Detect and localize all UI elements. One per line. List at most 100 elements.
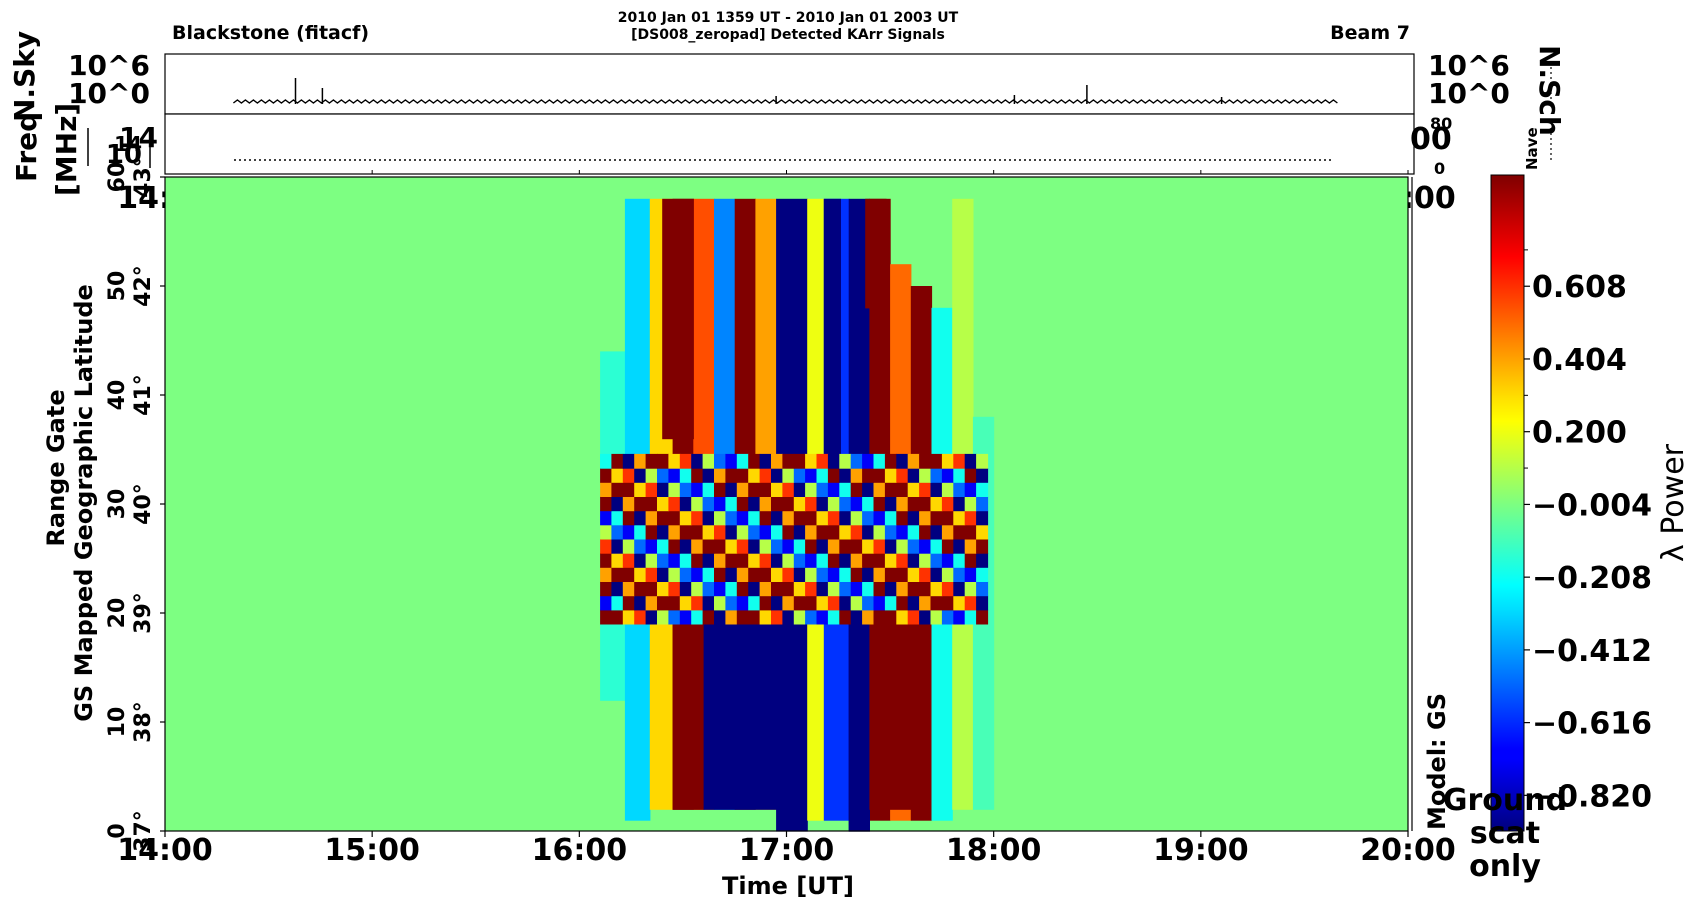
heatmap-checker-cell — [941, 482, 954, 497]
heatmap-checker-cell — [941, 567, 954, 582]
heatmap-checker-cell — [771, 453, 783, 469]
noise-panel — [164, 53, 1415, 115]
heatmap-checker-cell — [611, 609, 624, 625]
heatmap-checker-cell — [884, 510, 897, 526]
heatmap-checker-cell — [964, 468, 977, 483]
heatmap-checker-cell — [793, 468, 806, 483]
heatmap-checker-cell — [782, 567, 795, 582]
heatmap-checker-cell — [771, 510, 783, 526]
heatmap-checker-cell — [873, 453, 886, 469]
heatmap-checker-cell — [782, 538, 795, 554]
heatmap-checker-cell — [782, 453, 795, 469]
heatmap-checker-cell — [679, 609, 692, 625]
heatmap-checker-cell — [964, 553, 977, 568]
heatmap-checker-cell — [953, 609, 966, 625]
heatmap-checker-cell — [736, 468, 749, 483]
heatmap-checker-cell — [839, 553, 852, 568]
heatmap-checker-cell — [896, 524, 909, 540]
heatmap-checker-cell — [725, 609, 738, 625]
heatmap-checker-cell — [748, 595, 761, 611]
heatmap-checker-cell — [896, 510, 909, 526]
heatmap-checker-cell — [884, 482, 897, 497]
heatmap-checker-cell — [736, 553, 749, 568]
heatmap-checker-cell — [930, 510, 943, 526]
heatmap-checker-cell — [702, 468, 715, 483]
heatmap-checker-cell — [600, 538, 613, 554]
colorbar-tick-label: −0.004 — [1532, 488, 1652, 523]
heatmap-checker-cell — [884, 609, 897, 625]
heatmap-checker-cell — [884, 468, 897, 483]
heatmap-checker-cell — [657, 595, 669, 611]
heatmap-checker-cell — [714, 510, 726, 526]
heatmap-checker-cell — [691, 468, 704, 483]
heatmap-checker-cell — [827, 609, 840, 625]
heatmap-checker-cell — [805, 496, 818, 512]
heatmap-checker-cell — [907, 468, 920, 483]
heatmap-checker-cell — [884, 595, 897, 611]
heatmap-checker-cell — [896, 468, 909, 483]
heatmap-checker-cell — [884, 453, 897, 469]
heatmap-checker-cell — [668, 524, 681, 540]
heatmap-checker-cell — [759, 595, 772, 611]
heatmap-checker-cell — [805, 524, 818, 540]
heatmap-checker-cell — [930, 581, 943, 597]
heatmap-checker-cell — [657, 453, 669, 469]
heatmap-checker-cell — [702, 553, 715, 568]
heatmap-checker-cell — [976, 538, 989, 554]
heatmap-checker-cell — [714, 538, 726, 554]
heatmap-checker-cell — [873, 496, 886, 512]
heatmap-checker-cell — [930, 595, 943, 611]
heatmap-checker-cell — [771, 595, 783, 611]
heatmap-checker-cell — [622, 496, 635, 512]
heatmap-checker-cell — [645, 453, 658, 469]
heatmap-checker-cell — [622, 510, 635, 526]
heatmap-checker-cell — [976, 453, 989, 469]
heatmap-checker-cell — [691, 581, 704, 597]
heatmap-checker-cell — [634, 553, 647, 568]
heatmap-checker-cell — [702, 609, 715, 625]
y-latitude-tick-label: 38° — [131, 701, 156, 743]
y-latitude-tick-label: 37° — [131, 810, 156, 852]
y-latitude-tick-label: 42° — [131, 265, 156, 307]
heatmap-checker-cell — [930, 453, 943, 469]
heatmap-checker-cell — [634, 510, 647, 526]
heatmap-checker-cell — [668, 609, 681, 625]
y-gate-tick-label: 30 — [105, 489, 130, 520]
heatmap-checker-cell — [907, 538, 920, 554]
heatmap-checker-cell — [771, 496, 783, 512]
heatmap-checker-cell — [964, 538, 977, 554]
heatmap-checker-cell — [805, 468, 818, 483]
heatmap-checker-cell — [771, 482, 783, 497]
heatmap-patch-3 — [869, 613, 916, 810]
heatmap-checker-cell — [748, 510, 761, 526]
heatmap-checker-cell — [884, 567, 897, 582]
y-label-range-gate: Range Gate — [42, 389, 70, 546]
heatmap-checker-cell — [714, 496, 726, 512]
heatmap-checker-cell — [953, 482, 966, 497]
heatmap-checker-cell — [691, 595, 704, 611]
heatmap-checker-cell — [771, 524, 783, 540]
heatmap-checker-cell — [862, 567, 875, 582]
heatmap-checker-cell — [679, 567, 692, 582]
heatmap-checker-cell — [873, 567, 886, 582]
heatmap-checker-cell — [725, 468, 738, 483]
heatmap-checker-cell — [736, 496, 749, 512]
y-latitude-tick-label: 40° — [131, 483, 156, 525]
x-tick-label: 14:00 — [117, 833, 213, 868]
heatmap-checker-cell — [907, 510, 920, 526]
heatmap-checker-cell — [622, 482, 635, 497]
heatmap-checker-cell — [896, 581, 909, 597]
colorbar — [1490, 174, 1525, 832]
heatmap-checker-cell — [771, 581, 783, 597]
heatmap-checker-cell — [919, 510, 932, 526]
heatmap-checker-cell — [976, 553, 989, 568]
heatmap-checker-cell — [976, 567, 989, 582]
heatmap-checker-cell — [679, 510, 692, 526]
heatmap-checker-cell — [759, 609, 772, 625]
heatmap-checker-cell — [645, 496, 658, 512]
heatmap-checker-cell — [657, 468, 669, 483]
heatmap-checker-cell — [873, 581, 886, 597]
heatmap-checker-cell — [839, 482, 852, 497]
beam-title: Beam 7 — [1330, 22, 1410, 44]
